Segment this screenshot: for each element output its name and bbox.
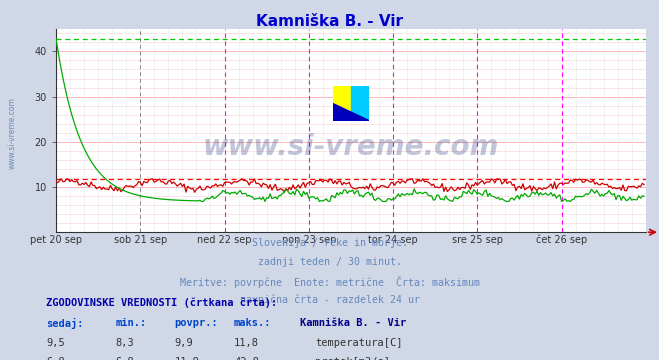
Polygon shape: [333, 104, 369, 121]
Text: 6,8: 6,8: [115, 357, 134, 360]
Text: navpična črta - razdelek 24 ur: navpična črta - razdelek 24 ur: [239, 294, 420, 305]
Text: pretok[m3/s]: pretok[m3/s]: [315, 357, 390, 360]
Text: ZGODOVINSKE VREDNOSTI (črtkana črta):: ZGODOVINSKE VREDNOSTI (črtkana črta):: [46, 297, 277, 307]
Text: min.:: min.:: [115, 318, 146, 328]
Text: Meritve: povrpčne  Enote: metrične  Črta: maksimum: Meritve: povrpčne Enote: metrične Črta: …: [179, 276, 480, 288]
Text: 9,5: 9,5: [46, 338, 65, 348]
Text: sedaj:: sedaj:: [46, 318, 84, 329]
Text: zadnji teden / 30 minut.: zadnji teden / 30 minut.: [258, 257, 401, 267]
Text: Kamniška B. - Vir: Kamniška B. - Vir: [256, 14, 403, 29]
Text: Kamniška B. - Vir: Kamniška B. - Vir: [300, 318, 406, 328]
Bar: [333, 86, 351, 121]
Text: 9,9: 9,9: [175, 338, 193, 348]
Text: www.si-vreme.com: www.si-vreme.com: [8, 97, 17, 169]
Text: temperatura[C]: temperatura[C]: [315, 338, 403, 348]
Text: 11,9: 11,9: [175, 357, 200, 360]
Text: www.si-vreme.com: www.si-vreme.com: [203, 133, 499, 161]
Bar: [351, 86, 369, 121]
Text: 42,8: 42,8: [234, 357, 259, 360]
Text: Slovenija / reke in morje.: Slovenija / reke in morje.: [252, 238, 407, 248]
Text: povpr.:: povpr.:: [175, 318, 218, 328]
Text: 11,8: 11,8: [234, 338, 259, 348]
Text: maks.:: maks.:: [234, 318, 272, 328]
Text: 8,3: 8,3: [115, 338, 134, 348]
Text: 6,8: 6,8: [46, 357, 65, 360]
